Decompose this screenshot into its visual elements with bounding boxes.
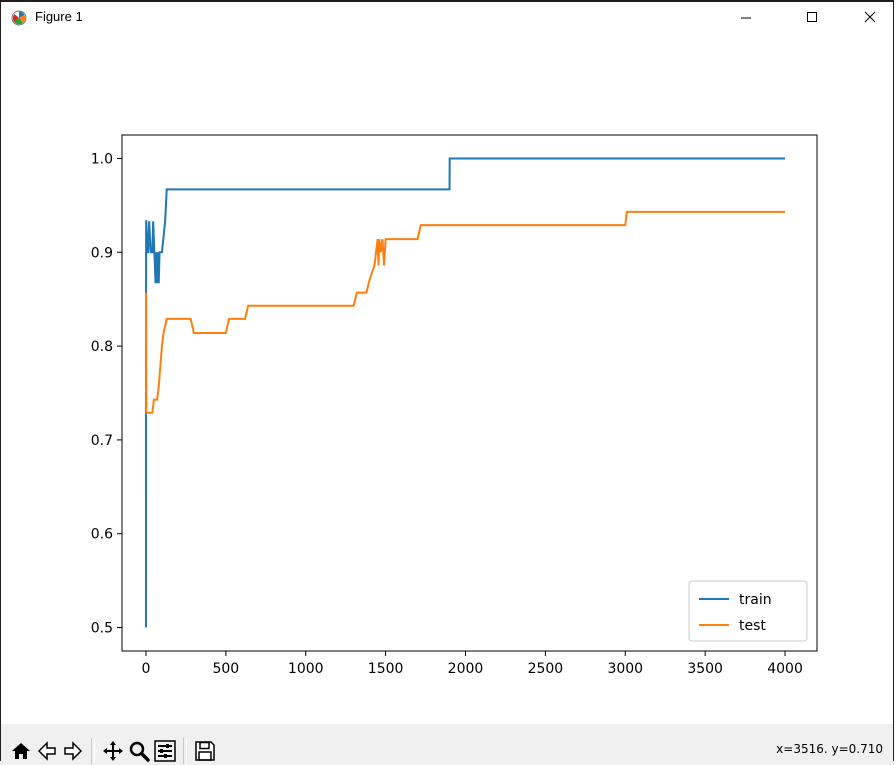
forward-button[interactable]	[61, 738, 85, 764]
home-button[interactable]	[9, 738, 33, 764]
x-tick-label: 2500	[528, 661, 564, 677]
legend-label-train: train	[739, 592, 772, 608]
x-tick-label: 500	[212, 661, 239, 677]
home-icon	[12, 743, 30, 759]
maximize-icon	[807, 12, 817, 22]
back-button[interactable]	[35, 738, 59, 764]
x-tick-label: 3000	[607, 661, 643, 677]
zoom-button[interactable]	[127, 738, 151, 764]
pan-icon	[103, 741, 123, 761]
series-line-train	[144, 157, 786, 628]
zoom-icon	[129, 741, 150, 762]
x-tick-label: 1000	[288, 661, 324, 677]
save-button[interactable]	[193, 738, 217, 764]
window-title: Figure 1	[35, 9, 83, 24]
configure-subplots-icon	[154, 740, 176, 762]
configure-subplots-button[interactable]	[153, 738, 177, 764]
axes-frame	[121, 134, 818, 652]
y-tick-label: 0.7	[91, 433, 113, 449]
title-bar: Figure 1	[1, 2, 893, 32]
toolbar-separator	[183, 738, 187, 764]
x-tick-label: 3500	[687, 661, 723, 677]
pan-button[interactable]	[101, 738, 125, 764]
x-tick-label: 2000	[448, 661, 484, 677]
minimize-button[interactable]	[723, 2, 769, 32]
back-icon	[37, 741, 56, 761]
forward-icon	[64, 741, 83, 761]
x-tick-label: 0	[142, 661, 151, 677]
close-icon	[864, 11, 876, 23]
minimize-icon	[741, 17, 751, 19]
x-tick-label: 1500	[368, 661, 404, 677]
y-tick-label: 0.8	[91, 339, 113, 355]
matplotlib-logo-icon	[11, 10, 27, 26]
save-icon	[195, 741, 215, 761]
y-tick-label: 1.0	[91, 151, 113, 167]
chart-svg: 0 500 1000 1500 2000 2500 3000 3500 4000 0.5 0.6 0.…	[91, 134, 818, 677]
series-line-test	[144, 210, 786, 414]
plot-canvas[interactable]: 0 500 1000 1500 2000 2500 3000 3500 4000 0.5 0.6 0.…	[1, 32, 895, 724]
navigation-toolbar: x=3516. y=0.710	[1, 724, 893, 765]
x-tick-label: 4000	[767, 661, 803, 677]
y-tick-label: 0.5	[91, 621, 113, 637]
maximize-button[interactable]	[789, 2, 835, 32]
cursor-coordinates: x=3516. y=0.710	[776, 742, 883, 756]
legend-label-test: test	[739, 618, 766, 634]
y-tick-label: 0.9	[91, 245, 113, 261]
toolbar-separator	[91, 738, 95, 764]
close-button[interactable]	[847, 2, 893, 32]
y-tick-label: 0.6	[91, 527, 113, 543]
